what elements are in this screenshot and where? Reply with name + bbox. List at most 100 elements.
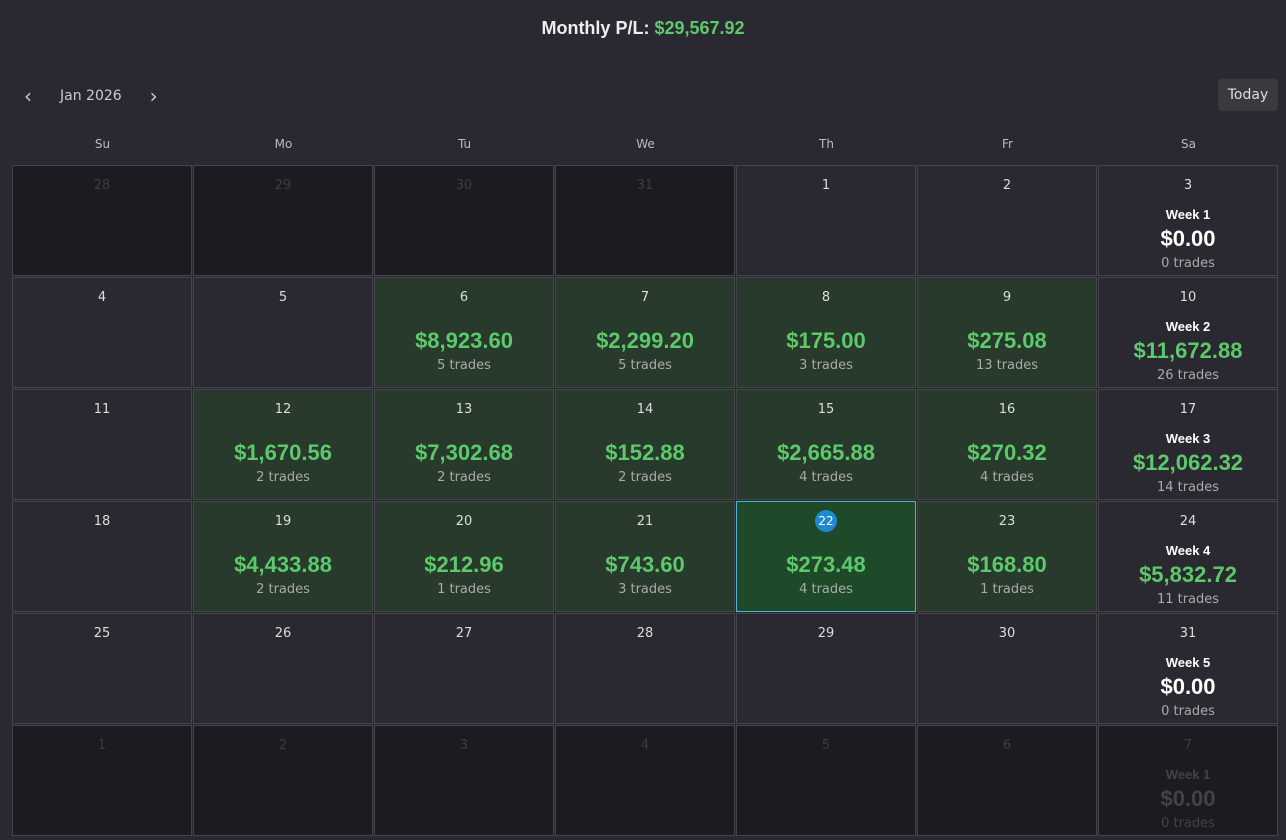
day-cell[interactable]: 5 [193, 277, 373, 388]
trade-count: 0 trades [1161, 816, 1215, 831]
weekday-label: Th [819, 137, 834, 151]
week-label: Week 1 [1165, 207, 1211, 222]
day-number-text: 3 [459, 738, 469, 753]
day-cell[interactable]: 31 Week 5 $0.00 0 trades [1098, 613, 1278, 724]
trade-count: 3 trades [799, 358, 853, 373]
prev-button[interactable]: ‹ [24, 84, 32, 108]
day-number: 1 [13, 738, 191, 753]
pnl-amount: $743.60 [605, 552, 685, 577]
day-number-text: 8 [821, 290, 831, 305]
day-cell[interactable]: 26 [193, 613, 373, 724]
day-cell[interactable]: 29 [736, 613, 916, 724]
day-cell[interactable]: 20 $212.96 1 trades [374, 501, 554, 612]
day-cell[interactable]: 30 [374, 165, 554, 276]
day-number-text: 21 [636, 514, 654, 529]
day-cell[interactable]: 2 [917, 165, 1097, 276]
day-cell[interactable]: 17 Week 3 $12,062.32 14 trades [1098, 389, 1278, 500]
day-number-text: 14 [636, 402, 654, 417]
day-number: 3 [375, 738, 553, 753]
day-cell[interactable]: 4 [12, 277, 192, 388]
trade-count: 2 trades [618, 470, 672, 485]
today-button[interactable]: Today [1218, 79, 1278, 111]
trade-count: 4 trades [799, 582, 853, 597]
week-label: Week 2 [1165, 319, 1211, 334]
weekday-label: We [636, 137, 655, 151]
day-cell[interactable]: 12 $1,670.56 2 trades [193, 389, 373, 500]
day-number: 30 [375, 178, 553, 193]
day-cell[interactable]: 22 $273.48 4 trades [736, 501, 916, 612]
day-number-text: 7 [640, 290, 650, 305]
pnl-amount: $8,923.60 [415, 328, 513, 353]
day-cell[interactable]: 18 [12, 501, 192, 612]
day-number: 30 [918, 626, 1096, 641]
weekday-label: Sa [1181, 137, 1196, 151]
day-number: 5 [737, 738, 915, 753]
day-cell[interactable]: 4 [555, 725, 735, 836]
day-cell[interactable]: 29 [193, 165, 373, 276]
day-cell[interactable]: 11 [12, 389, 192, 500]
day-number: 4 [556, 738, 734, 753]
trade-count: 4 trades [980, 470, 1034, 485]
trade-count: 2 trades [256, 470, 310, 485]
day-cell[interactable]: 1 [736, 165, 916, 276]
trade-count: 1 trades [980, 582, 1034, 597]
day-cell[interactable]: 14 $152.88 2 trades [555, 389, 735, 500]
day-number-text: 3 [1183, 178, 1193, 193]
day-cell[interactable]: 2 [193, 725, 373, 836]
day-cell[interactable]: 21 $743.60 3 trades [555, 501, 735, 612]
day-cell[interactable]: 30 [917, 613, 1097, 724]
weekday-label: Mo [274, 137, 293, 151]
day-cell[interactable]: 5 [736, 725, 916, 836]
day-cell[interactable]: 6 [917, 725, 1097, 836]
day-number-text: 7 [1183, 738, 1193, 753]
day-number: 8 [737, 290, 915, 305]
day-number-text: 6 [1002, 738, 1012, 753]
day-cell[interactable]: 8 $175.00 3 trades [736, 277, 916, 388]
day-number-text: 19 [274, 514, 292, 529]
day-cell[interactable]: 19 $4,433.88 2 trades [193, 501, 373, 612]
next-button[interactable]: › [149, 84, 158, 108]
pnl-amount: $270.32 [967, 440, 1047, 465]
day-cell[interactable]: 23 $168.80 1 trades [917, 501, 1097, 612]
day-number: 29 [737, 626, 915, 641]
day-number: 27 [375, 626, 553, 641]
day-cell[interactable]: 7 $2,299.20 5 trades [555, 277, 735, 388]
day-number: 14 [556, 402, 734, 417]
day-cell[interactable]: 24 Week 4 $5,832.72 11 trades [1098, 501, 1278, 612]
day-number-text: 30 [455, 178, 473, 193]
day-cell[interactable]: 3 Week 1 $0.00 0 trades [1098, 165, 1278, 276]
day-number: 28 [13, 178, 191, 193]
day-number: 19 [194, 514, 372, 529]
day-cell[interactable]: 25 [12, 613, 192, 724]
day-number: 2 [918, 178, 1096, 193]
day-cell[interactable]: 28 [555, 613, 735, 724]
header: Monthly P/L: $29,567.92 [0, 18, 1286, 39]
day-cell[interactable]: 1 [12, 725, 192, 836]
day-number: 13 [375, 402, 553, 417]
day-number-text: 5 [278, 290, 288, 305]
day-cell[interactable]: 10 Week 2 $11,672.88 26 trades [1098, 277, 1278, 388]
day-number-text: 31 [636, 178, 654, 193]
month-label: Jan 2026 [60, 88, 122, 104]
day-cell[interactable]: 28 [12, 165, 192, 276]
day-cell[interactable]: 13 $7,302.68 2 trades [374, 389, 554, 500]
day-cell[interactable]: 3 [374, 725, 554, 836]
day-cell[interactable]: 15 $2,665.88 4 trades [736, 389, 916, 500]
pnl-amount: $7,302.68 [415, 440, 513, 465]
day-number: 3 [1099, 178, 1277, 193]
day-number: 6 [918, 738, 1096, 753]
day-cell[interactable]: 27 [374, 613, 554, 724]
pnl-amount: $0.00 [1160, 674, 1216, 699]
day-cell[interactable]: 6 $8,923.60 5 trades [374, 277, 554, 388]
weekday-label: Fr [1002, 137, 1013, 151]
day-cell[interactable]: 7 Week 1 $0.00 0 trades [1098, 725, 1278, 836]
day-cell[interactable]: 16 $270.32 4 trades [917, 389, 1097, 500]
day-number: 9 [918, 290, 1096, 305]
day-cell[interactable]: 9 $275.08 13 trades [917, 277, 1097, 388]
day-number-text: 29 [817, 626, 835, 641]
day-number: 5 [194, 290, 372, 305]
day-number: 7 [1099, 738, 1277, 753]
trade-count: 11 trades [1156, 592, 1220, 607]
day-cell[interactable]: 31 [555, 165, 735, 276]
